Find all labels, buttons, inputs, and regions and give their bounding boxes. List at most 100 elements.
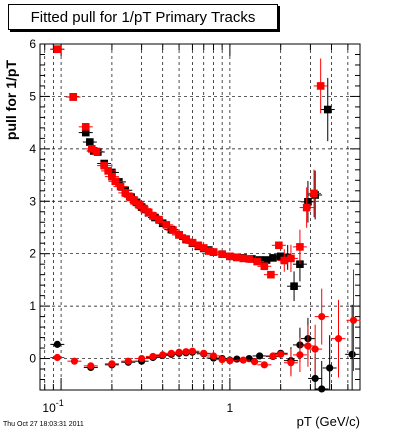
data-point xyxy=(209,352,218,360)
data-point xyxy=(92,147,101,156)
data-point xyxy=(108,360,116,368)
data-point xyxy=(53,353,61,362)
data-point xyxy=(162,221,171,229)
data-point xyxy=(226,357,234,365)
data-point xyxy=(100,161,108,170)
data-point xyxy=(108,172,116,181)
data-point xyxy=(169,226,177,234)
data-point xyxy=(204,247,213,255)
timestamp: Thu Oct 27 18:03:31 2011 xyxy=(3,421,84,428)
data-point xyxy=(256,352,264,360)
plot-frame xyxy=(39,43,361,391)
data-point xyxy=(269,352,277,360)
x-tick-label: 1 xyxy=(227,401,234,415)
data-point xyxy=(316,82,325,90)
data-point xyxy=(276,252,285,261)
data-point xyxy=(53,45,62,54)
data-point xyxy=(290,282,298,290)
data-point xyxy=(318,385,326,393)
y-axis-label: pull for 1/pT xyxy=(3,60,19,141)
y-tick-label: 2 xyxy=(29,247,36,261)
data-point xyxy=(144,208,153,217)
data-point xyxy=(188,238,197,247)
data-markers xyxy=(50,45,361,393)
data-point xyxy=(287,254,295,263)
data-point xyxy=(269,254,277,262)
data-point xyxy=(349,316,358,324)
data-point xyxy=(175,231,183,239)
data-point xyxy=(287,359,295,367)
data-point xyxy=(348,350,356,358)
data-point xyxy=(296,260,304,268)
data-point xyxy=(87,145,96,153)
data-point xyxy=(226,252,234,261)
y-tick-label: 1 xyxy=(29,299,36,313)
data-point xyxy=(200,349,208,357)
data-point xyxy=(253,257,261,266)
data-point xyxy=(182,235,190,243)
data-point xyxy=(304,197,312,206)
data-point xyxy=(125,192,134,201)
data-point xyxy=(260,361,268,369)
data-point xyxy=(140,204,148,213)
data-point xyxy=(175,348,183,356)
data-point xyxy=(218,250,226,259)
data-point xyxy=(311,345,319,353)
data-point xyxy=(275,241,283,250)
data-point xyxy=(239,356,247,364)
chart-title: Fitted pull for 1/pT Primary Tracks xyxy=(30,8,256,26)
data-point xyxy=(209,248,218,256)
data-point xyxy=(250,358,259,366)
data-point xyxy=(53,340,61,348)
data-point xyxy=(182,348,190,356)
data-point xyxy=(280,256,289,265)
x-tick-label: 10-1 xyxy=(42,398,63,415)
y-axis-label-box: pull for 1/pT xyxy=(3,60,23,260)
data-point xyxy=(121,189,130,197)
data-point xyxy=(267,270,275,279)
data-point xyxy=(239,254,248,263)
data-point xyxy=(188,347,197,355)
data-point xyxy=(87,362,95,370)
data-point xyxy=(277,350,285,358)
data-point xyxy=(318,313,326,321)
data-point xyxy=(311,374,319,383)
data-point xyxy=(262,256,271,264)
data-point xyxy=(245,255,253,263)
y-tick-label: 4 xyxy=(29,142,36,156)
data-point xyxy=(310,189,318,198)
data-point xyxy=(218,355,226,364)
data-point xyxy=(138,354,146,363)
data-point xyxy=(86,138,94,146)
data-point xyxy=(296,351,304,359)
data-point xyxy=(104,167,112,175)
y-tick-label: 5 xyxy=(29,89,36,103)
data-point xyxy=(124,357,132,365)
data-point xyxy=(149,212,157,220)
data-point xyxy=(199,244,208,252)
y-tick-label: 6 xyxy=(29,37,36,51)
data-point xyxy=(326,364,334,372)
data-point xyxy=(116,182,125,191)
data-point xyxy=(334,335,343,343)
data-point xyxy=(194,241,203,250)
data-point xyxy=(70,357,79,365)
data-point xyxy=(304,342,312,350)
data-point xyxy=(111,177,120,186)
data-point xyxy=(296,243,304,251)
x-axis-label: pT (GeV/c) xyxy=(296,414,360,429)
data-point xyxy=(323,105,332,114)
data-point xyxy=(167,349,175,357)
data-point xyxy=(155,215,163,224)
data-point xyxy=(233,253,241,262)
data-point xyxy=(260,262,269,271)
data-point xyxy=(233,355,241,363)
data-point xyxy=(130,196,138,205)
grid-lines xyxy=(40,43,360,390)
data-point xyxy=(81,123,90,131)
data-point xyxy=(81,128,90,137)
data-point xyxy=(135,201,143,209)
data-point xyxy=(69,93,78,101)
data-point xyxy=(149,352,157,361)
